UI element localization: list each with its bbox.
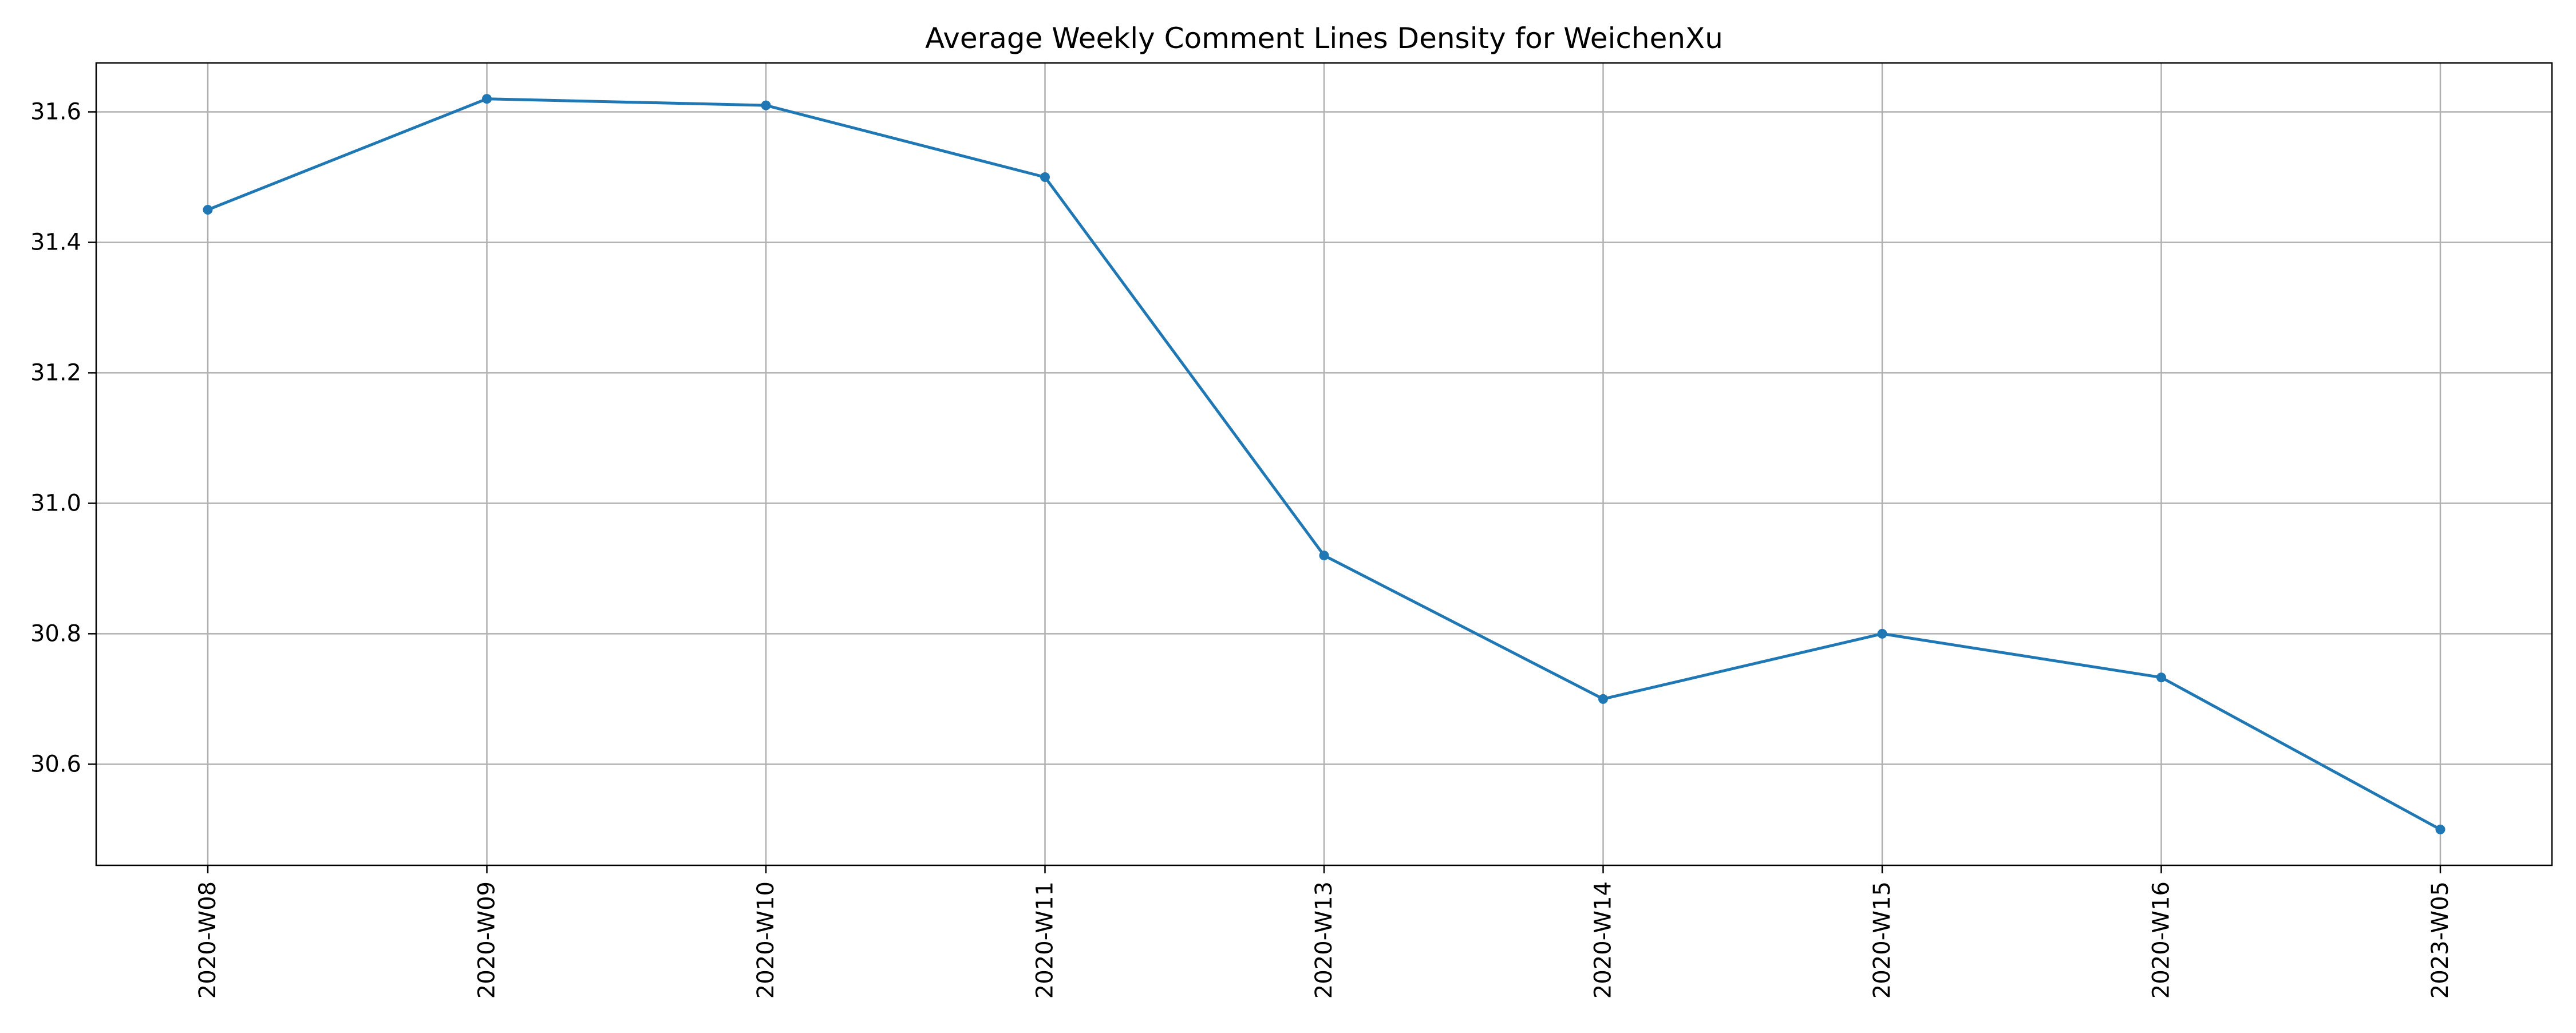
- x-tick-label: 2023-W05: [2427, 881, 2453, 999]
- x-tick-label: 2020-W13: [1311, 881, 1337, 999]
- y-tick-label: 31.4: [30, 229, 81, 255]
- data-point: [203, 204, 213, 215]
- data-point: [1598, 694, 1608, 704]
- data-point: [2435, 824, 2445, 834]
- y-tick-label: 30.8: [30, 620, 81, 647]
- series-layer: [203, 94, 2445, 834]
- data-point: [2156, 672, 2166, 683]
- y-tick-label: 30.6: [30, 751, 81, 777]
- data-point: [1877, 628, 1887, 639]
- x-tick-label: 2020-W10: [753, 881, 779, 999]
- y-tick-label: 31.0: [30, 490, 81, 516]
- y-tick-label: 31.2: [30, 359, 81, 386]
- y-tick-label: 31.6: [30, 98, 81, 125]
- data-point: [761, 100, 771, 110]
- chart-title: Average Weekly Comment Lines Density for…: [925, 22, 1723, 55]
- x-tick-label: 2020-W08: [195, 881, 221, 999]
- data-point: [1040, 172, 1050, 182]
- tick-layer: 2020-W08 2020-W09 2020-W10 2020-W11 2020-W13…: [30, 98, 2453, 999]
- x-tick-label: 2020-W09: [474, 881, 500, 999]
- data-point: [1319, 551, 1329, 561]
- grid-layer: [96, 63, 2552, 865]
- x-tick-label: 2020-W14: [1590, 881, 1617, 999]
- x-tick-label: 2020-W16: [2148, 881, 2175, 999]
- x-tick-label: 2020-W11: [1032, 881, 1058, 999]
- x-tick-label: 2020-W15: [1869, 881, 1895, 999]
- data-point: [482, 94, 492, 104]
